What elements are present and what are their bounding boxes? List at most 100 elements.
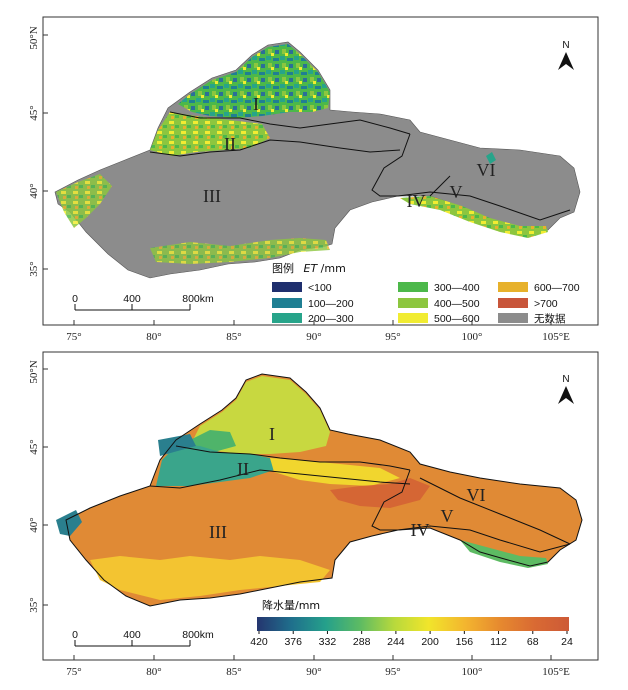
colorbar-tick-label: 68 xyxy=(527,636,539,648)
colorbar-tick-label: 376 xyxy=(284,636,302,648)
top-boundary-iii-east xyxy=(371,133,411,197)
top-scale-800: 800km xyxy=(182,293,214,305)
legend-label: 无数据 xyxy=(534,312,566,325)
bottom-precip-core-dry xyxy=(330,478,430,508)
bottom-precip-south-yellow xyxy=(90,556,330,600)
bottom-boundary-ii-iii xyxy=(149,469,411,489)
bottom-lon-80: 80° xyxy=(146,666,161,678)
bottom-study-outline xyxy=(65,373,583,607)
top-region-v: V xyxy=(450,182,463,202)
bottom-region-i: I xyxy=(269,424,275,444)
top-lon-85: 85° xyxy=(226,331,241,343)
bottom-precip-ili-zone xyxy=(156,444,274,486)
top-et-southwest-zone xyxy=(56,174,112,228)
legend-title: 图例 ET /mm xyxy=(272,261,346,275)
top-lat-35: 35° xyxy=(28,261,40,276)
bottom-boundary-i-ii xyxy=(175,445,411,471)
top-et-east-spot xyxy=(486,152,496,164)
bottom-north-label: N xyxy=(562,374,569,385)
colorbar-tick-label: 420 xyxy=(250,636,268,648)
bottom-lon-100: 100° xyxy=(462,666,483,678)
bottom-lat-labels: 50°N 45° 40° 35° xyxy=(28,360,40,612)
legend-label: 100—200 xyxy=(308,298,354,310)
legend-swatch xyxy=(398,298,428,308)
legend-label: 600—700 xyxy=(534,282,580,294)
bottom-lon-85: 85° xyxy=(226,666,241,678)
legend-swatch xyxy=(398,282,428,292)
top-lat-45: 45° xyxy=(28,105,40,120)
legend-label: <100 xyxy=(308,282,332,294)
top-lon-100: 100° xyxy=(462,331,483,343)
top-lon-labels: 75° 80° 85° 90° 95° 100° 105°E xyxy=(66,331,570,343)
bottom-region-iv: IV xyxy=(411,520,430,540)
colorbar-tick-label: 200 xyxy=(421,636,439,648)
colorbar-tick-label: 244 xyxy=(387,636,405,648)
top-region-ii: II xyxy=(224,134,236,154)
bottom-lat-50: 50°N xyxy=(28,360,40,383)
legend-label: 200—300 xyxy=(308,313,354,325)
colorbar-tick-label: 288 xyxy=(353,636,371,648)
bottom-scale-0: 0 xyxy=(72,629,78,641)
bottom-scale-800: 800km xyxy=(182,629,214,641)
top-region-i: I xyxy=(253,94,259,114)
colorbar-tick-label: 332 xyxy=(319,636,337,648)
top-et-hexi-zone xyxy=(400,196,548,238)
top-lon-90: 90° xyxy=(306,331,321,343)
legend-swatch xyxy=(272,313,302,323)
bottom-region-vi: VI xyxy=(467,485,486,505)
colorbar-gradient xyxy=(257,617,569,631)
legend-swatch xyxy=(272,298,302,308)
top-lon-105: 105°E xyxy=(542,331,570,343)
top-region-vi: VI xyxy=(477,160,496,180)
legend-swatch xyxy=(498,313,528,323)
bottom-region-iii: III xyxy=(209,522,227,542)
bottom-lat-40: 40° xyxy=(28,517,40,532)
north-arrow-icon xyxy=(558,386,574,404)
top-et-ili-zone xyxy=(150,112,270,156)
bottom-region-v: V xyxy=(441,506,454,526)
colorbar-tick-label: 156 xyxy=(456,636,474,648)
top-north-arrow: N xyxy=(558,40,574,70)
bottom-lon-105: 105°E xyxy=(542,666,570,678)
bottom-north-arrow: N xyxy=(558,374,574,404)
top-lat-50: 50°N xyxy=(28,26,40,49)
top-lat-labels: 50°N 45° 40° 35° xyxy=(28,26,40,276)
bottom-scale-bar: 0 400 800km xyxy=(72,629,214,647)
legend-title-unit: /mm xyxy=(321,262,346,275)
top-boundary-ii-iii xyxy=(149,139,401,157)
bottom-lat-45: 45° xyxy=(28,439,40,454)
bottom-lat-35: 35° xyxy=(28,597,40,612)
bottom-lon-labels: 75° 80° 85° 90° 95° 100° 105°E xyxy=(66,666,570,678)
top-et-north-zone xyxy=(178,44,330,118)
legend-label: 400—500 xyxy=(434,298,480,310)
bottom-precip-hexi-green xyxy=(460,540,548,568)
top-region-iv: IV xyxy=(407,191,426,211)
bottom-map: 50°N 45° 40° 35° 75° 80° 85° 90° 95° 100… xyxy=(28,351,599,678)
legend-label: >700 xyxy=(534,298,558,310)
top-scale-0: 0 xyxy=(72,293,78,305)
colorbar-tick-label: 24 xyxy=(561,636,573,648)
top-lat-40: 40° xyxy=(28,183,40,198)
legend-label: 300—400 xyxy=(434,282,480,294)
bottom-boundary-iv-v xyxy=(419,477,571,545)
top-scale-400: 400 xyxy=(123,293,141,305)
bottom-lon-95: 95° xyxy=(385,666,400,678)
top-boundary-iv-v xyxy=(429,175,451,197)
bottom-lon-90: 90° xyxy=(306,666,321,678)
bottom-lon-75: 75° xyxy=(66,666,81,678)
north-arrow-icon xyxy=(558,52,574,70)
bottom-colorbar: 降水量/mm 420 376 332 288 244 200 156 112 68 24 xyxy=(250,598,573,648)
top-boundary-vi-v xyxy=(397,191,571,221)
legend-swatch xyxy=(498,282,528,292)
top-map: 50°N 45° 40° 35° 75° 80° 85° 90° 95° 100… xyxy=(28,16,599,343)
bottom-scale-400: 400 xyxy=(123,629,141,641)
legend-label: 500—600 xyxy=(434,313,480,325)
top-lon-75: 75° xyxy=(66,331,81,343)
bottom-precip-west-wet xyxy=(56,510,82,536)
bottom-boundary-vi-v xyxy=(397,525,571,553)
top-lon-80: 80° xyxy=(146,331,161,343)
bottom-precip-base xyxy=(66,374,582,606)
top-boundary-i-ii xyxy=(169,111,411,135)
top-legend: 图例 ET /mm <100 100—200 200—300 300—400 400—5… xyxy=(272,261,580,325)
